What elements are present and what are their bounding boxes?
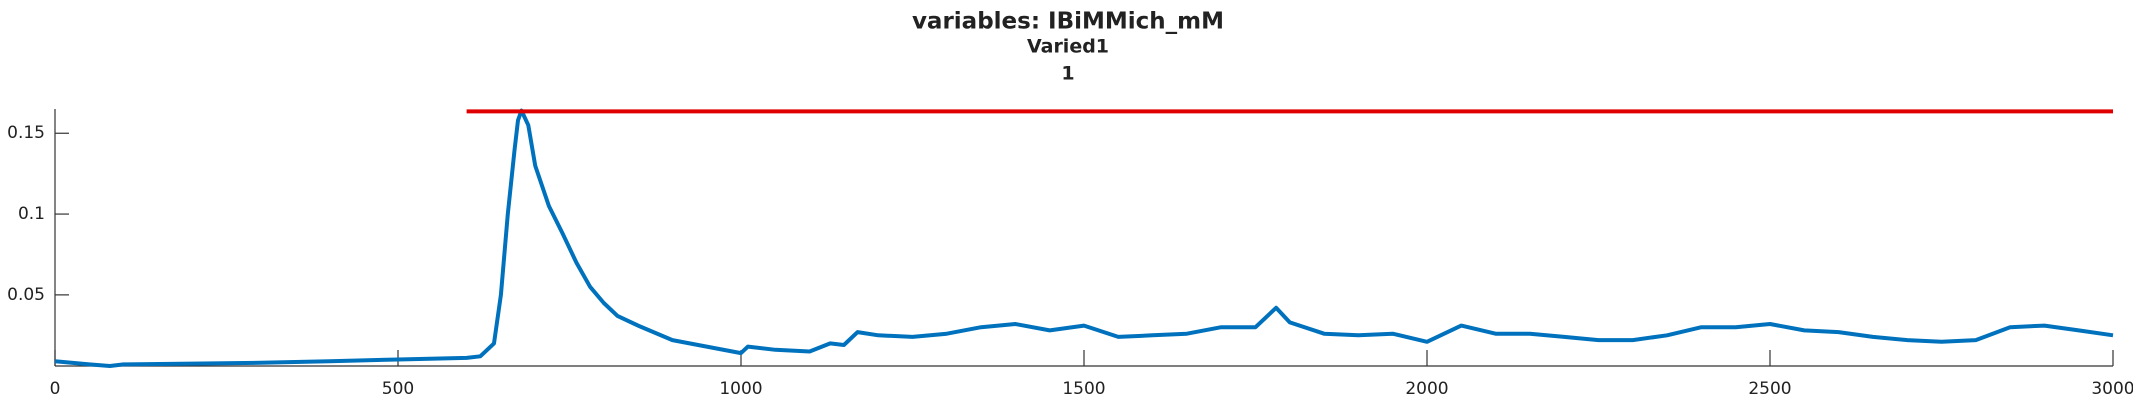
y-tick-label: 0.15 (7, 123, 45, 143)
annotation: 1 (1061, 63, 1074, 85)
chart-subtitle: Varied1 (1027, 36, 1109, 58)
x-tick-label: 1500 (1062, 379, 1105, 399)
x-tick-label: 0 (50, 379, 61, 399)
x-tick-label: 2500 (1748, 379, 1791, 399)
y-tick-label: 0.1 (18, 204, 45, 224)
y-tick-label: 0.05 (7, 285, 45, 305)
x-tick-label: 1000 (719, 379, 762, 399)
line (54, 108, 2114, 368)
x-tick-label: 3000 (2091, 379, 2133, 399)
x-tick-label: 500 (382, 379, 414, 399)
chart-title: variables: IBiMMich_mM (912, 9, 1224, 35)
x-tick-label: 2000 (1405, 379, 1448, 399)
